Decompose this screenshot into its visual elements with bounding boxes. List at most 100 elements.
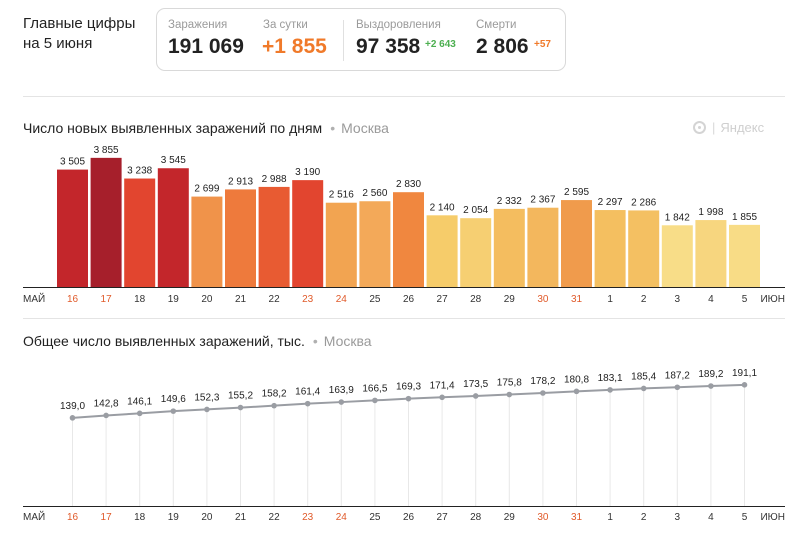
line-point-5 bbox=[741, 382, 748, 388]
recovered-label: Выздоровления bbox=[356, 19, 441, 31]
bar-x-tick-26: 26 bbox=[403, 294, 415, 305]
bar-18 bbox=[124, 178, 156, 287]
line-point-19 bbox=[170, 408, 177, 414]
bar-value-label-3: 1 842 bbox=[665, 212, 690, 223]
line-value-label-22: 158,2 bbox=[262, 389, 287, 400]
bar-x-tick-16: 16 bbox=[67, 294, 79, 305]
line-x-tick-24: 24 bbox=[336, 512, 348, 523]
line-point-27 bbox=[439, 394, 445, 401]
line-value-label-17: 142,8 bbox=[94, 398, 119, 409]
line-point-24 bbox=[338, 399, 345, 405]
line-x-tick-22: 22 bbox=[269, 512, 281, 523]
line-value-label-2: 185,4 bbox=[631, 371, 656, 382]
stats-divider bbox=[343, 20, 344, 61]
daily-chart-title: Число новых выявленных заражений по дням… bbox=[23, 120, 389, 136]
line-point-3 bbox=[674, 384, 681, 391]
bar-value-label-5: 1 855 bbox=[732, 212, 757, 223]
bar-x-tick-28: 28 bbox=[470, 294, 482, 305]
bar-x-tick-24: 24 bbox=[336, 294, 348, 305]
bar-x-tick-23: 23 bbox=[302, 294, 314, 305]
cumulative-chart-title: Общее число выявленных заражений, тыс. • М… bbox=[23, 333, 372, 349]
line-x-tick-18: 18 bbox=[134, 512, 146, 523]
bar-22 bbox=[258, 186, 290, 287]
bar-17 bbox=[90, 157, 122, 287]
bar-4 bbox=[695, 220, 727, 287]
line-x-tick-19: 19 bbox=[168, 512, 180, 523]
line-point-30 bbox=[540, 390, 546, 396]
bar-value-label-4: 1 998 bbox=[698, 207, 723, 218]
bar-2 bbox=[628, 210, 660, 287]
bar-x-tick-17: 17 bbox=[101, 294, 113, 305]
bar-5 bbox=[729, 224, 760, 287]
bar-26 bbox=[393, 192, 424, 287]
line-value-label-3: 187,2 bbox=[665, 370, 690, 381]
yandex-watermark: | Яндекс bbox=[693, 120, 764, 135]
line-x-tick-5: 5 bbox=[742, 512, 748, 523]
line-point-31 bbox=[573, 388, 580, 395]
bar-x-tick-18: 18 bbox=[134, 294, 146, 305]
line-value-label-23: 161,4 bbox=[295, 387, 320, 398]
line-point-28 bbox=[472, 393, 479, 399]
line-value-label-5: 191,1 bbox=[732, 368, 757, 379]
bar-value-label-26: 2 830 bbox=[396, 179, 421, 190]
line-point-2 bbox=[640, 385, 647, 392]
line-point-20 bbox=[204, 406, 210, 413]
deaths-delta: +57 bbox=[534, 39, 551, 50]
bar-23 bbox=[292, 180, 324, 287]
line-value-label-29: 175,8 bbox=[497, 378, 522, 389]
line-value-label-30: 178,2 bbox=[530, 376, 555, 387]
yandex-logo-icon bbox=[693, 121, 706, 134]
bar-value-label-31: 2 595 bbox=[564, 187, 589, 198]
line-value-label-27: 171,4 bbox=[430, 380, 455, 391]
recovered-delta: +2 643 bbox=[425, 39, 456, 50]
bar-x-tick-5: 5 bbox=[742, 294, 748, 305]
line-x-tick-30: 30 bbox=[537, 512, 549, 523]
line-value-label-19: 149,6 bbox=[161, 394, 186, 405]
line-month-end-label: ИЮН bbox=[760, 512, 785, 523]
bar-value-label-28: 2 054 bbox=[463, 205, 488, 216]
line-x-tick-17: 17 bbox=[101, 512, 113, 523]
line-x-tick-2: 2 bbox=[641, 512, 647, 523]
infected-value: 191 069 bbox=[168, 35, 244, 58]
line-x-tick-16: 16 bbox=[67, 512, 79, 523]
infected-label: Заражения bbox=[168, 19, 228, 31]
bar-x-tick-22: 22 bbox=[269, 294, 281, 305]
line-point-23 bbox=[304, 400, 311, 407]
bar-value-label-1: 2 297 bbox=[598, 197, 623, 208]
bar-x-tick-25: 25 bbox=[369, 294, 381, 305]
daily-chart-region: Москва bbox=[341, 120, 389, 136]
bar-value-label-17: 3 855 bbox=[94, 145, 119, 156]
line-value-label-28: 173,5 bbox=[463, 379, 488, 390]
daily-label: За сутки bbox=[263, 19, 308, 31]
bar-19 bbox=[157, 168, 189, 287]
bar-21 bbox=[225, 189, 256, 287]
daily-value: +1 855 bbox=[262, 35, 327, 58]
watermark-text: Яндекс bbox=[720, 120, 765, 135]
line-point-26 bbox=[405, 395, 412, 402]
bar-value-label-24: 2 516 bbox=[329, 190, 354, 201]
bar-x-tick-19: 19 bbox=[168, 294, 180, 305]
bar-24 bbox=[325, 202, 357, 287]
bar-value-label-30: 2 367 bbox=[530, 195, 555, 206]
bar-x-tick-29: 29 bbox=[504, 294, 516, 305]
line-value-label-25: 166,5 bbox=[362, 383, 387, 394]
daily-chart-title-text: Число новых выявленных заражений по дням bbox=[23, 120, 323, 136]
bar-x-tick-20: 20 bbox=[201, 294, 213, 305]
line-x-tick-26: 26 bbox=[403, 512, 415, 523]
deaths-value: 2 806 bbox=[476, 35, 529, 58]
line-month-start-label: МАЙ bbox=[23, 510, 45, 523]
line-point-4 bbox=[708, 383, 714, 389]
bar-value-label-18: 3 238 bbox=[127, 166, 152, 177]
bar-month-start-label: МАЙ bbox=[23, 292, 45, 305]
bar-x-tick-1: 1 bbox=[607, 294, 613, 305]
bar-1 bbox=[594, 210, 626, 287]
section-divider-2 bbox=[23, 318, 785, 319]
line-point-25 bbox=[372, 397, 378, 404]
page-title: Главные цифры на 5 июня bbox=[23, 14, 135, 54]
key-figures-panel: Заражения 191 069 За сутки +1 855 Выздор… bbox=[156, 8, 566, 71]
bar-x-tick-27: 27 bbox=[437, 294, 449, 305]
bar-28 bbox=[460, 218, 492, 287]
line-x-tick-28: 28 bbox=[470, 512, 482, 523]
bar-value-label-19: 3 545 bbox=[161, 155, 186, 166]
